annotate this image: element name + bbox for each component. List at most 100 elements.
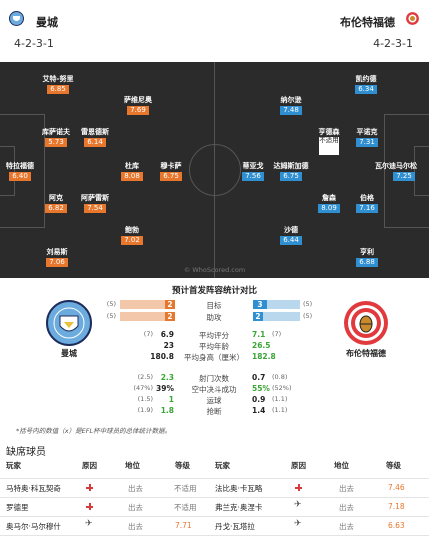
absent-section-title: 缺席球员 — [6, 447, 46, 458]
player-name: 沙德 — [284, 226, 298, 234]
absent-player-name[interactable]: 法比奥·卡瓦略 — [215, 484, 263, 493]
player-card[interactable]: 沙德 6.44 — [261, 226, 321, 245]
player-card[interactable]: 阿克 6.82 — [26, 194, 86, 213]
player-card[interactable]: 刘易斯 7.06 — [27, 248, 87, 267]
stat-label: 平均身高（厘米） — [184, 353, 244, 362]
stat-row-avg-age: 23 平均年龄 26.5 — [0, 341, 429, 352]
player-name: 瓦尔迪马尔松 — [375, 162, 417, 170]
player-name: 蒂亚戈 — [242, 162, 264, 170]
home-team-name[interactable]: 曼城 — [36, 16, 58, 29]
player-name: 鲍勃 — [125, 226, 139, 234]
player-card[interactable]: 亨德森 不适用 — [299, 128, 359, 155]
home-value: 1 — [168, 395, 174, 404]
absent-rating: 不适用 — [174, 484, 197, 493]
stat-label: 射门次数 — [199, 374, 229, 383]
stat-row-avg-rating: (7) 6.9 平均评分 7.1 (7) — [0, 330, 429, 341]
player-rating: 7.54 — [84, 204, 106, 213]
player-card[interactable]: 瓦尔迪马尔松 7.25 — [374, 162, 429, 181]
away-bar — [253, 300, 267, 309]
stat-label: 平均年龄 — [199, 342, 229, 351]
away-value: 3 — [257, 300, 263, 309]
absent-player-name[interactable]: 罗德里 — [6, 503, 29, 512]
player-card[interactable]: 詹森 8.09 — [299, 194, 359, 213]
player-rating: 6.14 — [84, 138, 106, 147]
absent-status: 出去 — [339, 484, 354, 493]
player-rating: 6.85 — [47, 85, 69, 94]
absent-player-name[interactable]: 弗兰克·奥涅卡 — [215, 503, 263, 512]
absent-player-name[interactable]: 马特奥·科瓦契奇 — [6, 484, 61, 493]
absent-rating: 7.18 — [388, 502, 405, 511]
player-name: 伯格 — [360, 194, 374, 202]
player-card[interactable]: 达姆斯加德 6.75 — [261, 162, 321, 181]
player-rating: 7.02 — [121, 236, 143, 245]
player-card[interactable]: 平诺克 7.31 — [337, 128, 397, 147]
col-header-position: 地位 — [334, 461, 349, 470]
player-rating: 6.40 — [9, 172, 31, 181]
home-penalty-box — [0, 114, 45, 228]
stat-bar-goals: (5) 2 目标 3 (5) — [0, 300, 429, 311]
home-bar-bg — [120, 312, 175, 321]
stat-row-aerial: (47%) 39% 空中决斗成功 55% (52%) — [0, 384, 429, 395]
table-row: 马特奥·科瓦契奇 出去 不适用 法比奥·卡瓦略 出去 7.46 — [0, 478, 429, 497]
col-header-player: 玩家 — [215, 461, 230, 470]
player-rating: 7.48 — [280, 106, 302, 115]
away-bar-bg — [253, 300, 300, 309]
player-card[interactable]: 鲍勃 7.02 — [102, 226, 162, 245]
injury-icon — [86, 484, 93, 493]
stats-footnote: *括号内的数值（x）是EFL杯中球员的总体统计数据。 — [16, 427, 172, 435]
player-name: 詹森 — [322, 194, 336, 202]
away-bar — [253, 312, 263, 321]
player-rating: 6.75 — [280, 172, 302, 181]
player-card[interactable]: 库萨诺夫 5.73 — [26, 128, 86, 147]
player-rating: 7.31 — [356, 138, 378, 147]
stat-label: 运球 — [206, 396, 222, 405]
away-value: 55% — [252, 384, 270, 393]
away-paren: (1.1) — [272, 406, 288, 414]
home-paren: (5) — [106, 300, 116, 308]
player-card[interactable]: 雷恩德斯 6.14 — [65, 128, 125, 147]
player-card[interactable]: 亨利 6.88 — [337, 248, 397, 267]
away-value: 1.4 — [252, 406, 266, 415]
player-name: 穆卡萨 — [160, 162, 182, 170]
home-bar-bg — [120, 300, 175, 309]
table-row: 罗德里 出去 不适用 弗兰克·奥涅卡 ✈ 出去 7.18 — [0, 497, 429, 516]
player-rating: 6.34 — [355, 85, 377, 94]
away-value: 2 — [255, 312, 261, 321]
stat-label: 目标 — [206, 301, 222, 310]
stats-title: 预计首发阵容统计对比 — [171, 286, 257, 296]
col-header-reason: 原因 — [82, 461, 97, 470]
player-rating: 7.16 — [356, 204, 378, 213]
man-city-crest-icon — [9, 11, 24, 26]
player-rating: 6.88 — [356, 258, 378, 267]
player-card[interactable]: 艾特-努里 6.85 — [28, 75, 88, 94]
player-card[interactable]: 蒂亚戈 7.56 — [223, 162, 283, 181]
player-rating: 7.25 — [393, 172, 415, 181]
away-bar-bg — [253, 312, 300, 321]
col-header-player: 玩家 — [6, 461, 21, 470]
player-name: 亨利 — [360, 248, 374, 256]
home-goal-box — [0, 146, 15, 196]
player-card[interactable]: 萨维尼奥 7.69 — [108, 96, 168, 115]
away-paren: (1.1) — [272, 395, 288, 403]
away-team-name[interactable]: 布伦特福德 — [340, 16, 395, 29]
absent-rating: 7.71 — [175, 521, 192, 530]
home-paren: (47%) — [133, 384, 153, 392]
stat-label: 空中决斗成功 — [191, 385, 237, 394]
player-card[interactable]: 纳尔逊 7.48 — [261, 96, 321, 115]
player-name: 特拉福德 — [6, 162, 34, 170]
absent-player-name[interactable]: 丹戈·瓦塔拉 — [215, 522, 255, 531]
player-card[interactable]: 特拉福德 6.40 — [0, 162, 50, 181]
player-card[interactable]: 穆卡萨 6.75 — [141, 162, 201, 181]
player-rating: 8.09 — [318, 204, 340, 213]
player-card[interactable]: 杜库 8.08 — [102, 162, 162, 181]
player-card[interactable]: 阿萨雷斯 7.54 — [65, 194, 125, 213]
player-card[interactable]: 伯格 7.16 — [337, 194, 397, 213]
man-city-crest-icon — [46, 300, 92, 346]
player-name: 达姆斯加德 — [273, 162, 309, 170]
player-rating: 8.08 — [121, 172, 143, 181]
absent-player-name[interactable]: 奥马尔·马尔穆什 — [6, 522, 61, 531]
absent-rating: 7.46 — [388, 483, 405, 492]
player-card[interactable]: 凯约德 6.34 — [336, 75, 396, 94]
away-value: 7.1 — [252, 330, 266, 339]
player-rating: 7.69 — [127, 106, 149, 115]
